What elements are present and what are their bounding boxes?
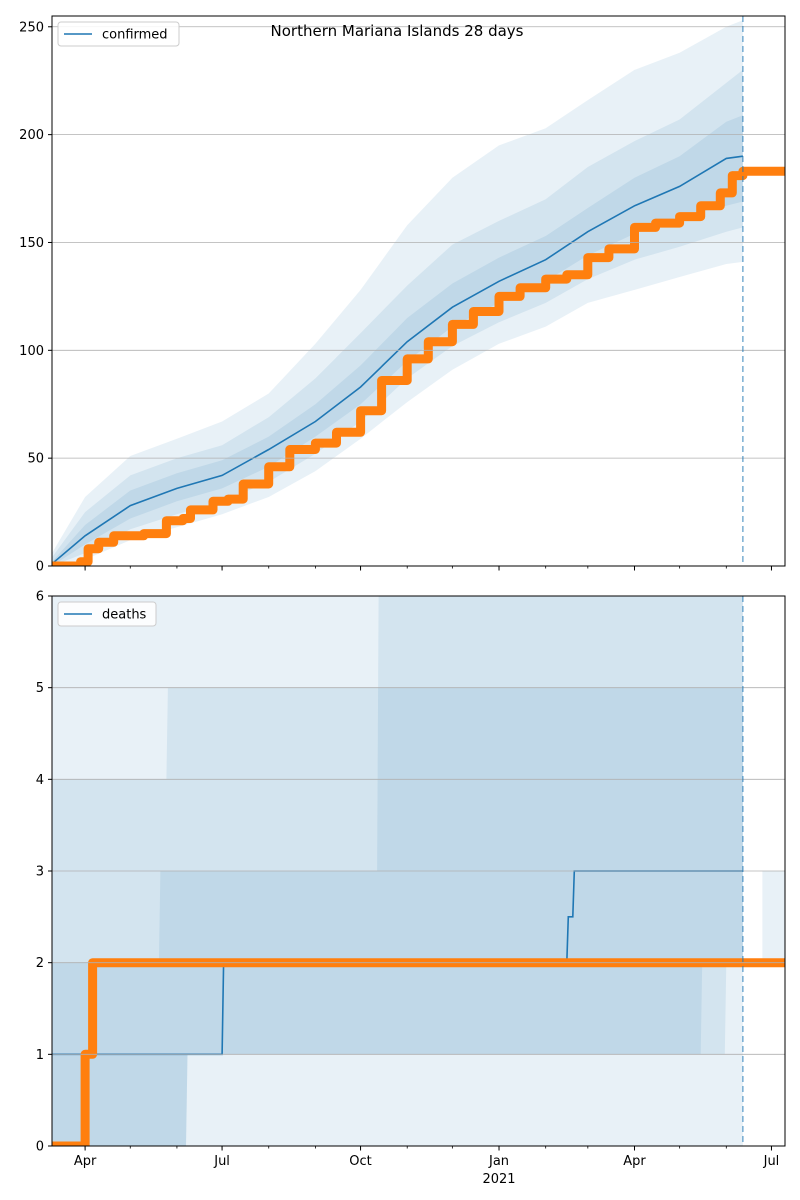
uncertainty-band-1 xyxy=(52,20,743,566)
legend: confirmed xyxy=(57,21,180,47)
uncertainty-band-3 xyxy=(52,115,743,566)
y-tick-label: 250 xyxy=(19,20,44,35)
x-tick-label: Oct xyxy=(349,1154,371,1169)
plot-area xyxy=(52,596,785,1146)
x-tick-label: Jan xyxy=(488,1154,509,1169)
y-tick-label: 150 xyxy=(19,236,44,251)
x-tick-label: Jul xyxy=(213,1154,230,1169)
legend-box xyxy=(57,21,180,47)
legend: deaths xyxy=(57,601,157,627)
legend-label: deaths xyxy=(102,608,147,623)
uncertainty-band-4 xyxy=(762,871,785,963)
uncertainty-band-2 xyxy=(52,69,743,566)
series-line-confirmed xyxy=(52,155,744,565)
deaths-panel: 0 1 2 3 4 5 6 Apr Jul Oct Jan Apr Jul 2021 deaths xyxy=(36,590,786,1187)
x-tick-label: Apr xyxy=(623,1154,646,1169)
uncertainty-band-2 xyxy=(52,687,743,1146)
x-tick-label: Jul xyxy=(763,1154,780,1169)
y-tick-label: 0 xyxy=(36,560,44,575)
x-year-label: 2021 xyxy=(482,1172,515,1187)
chart-title: Northern Mariana Islands 28 days xyxy=(271,22,524,40)
y-tick-label: 6 xyxy=(36,590,44,605)
y-tick-label: 1 xyxy=(36,1048,44,1063)
y-tick-label: 3 xyxy=(36,865,44,880)
legend-box xyxy=(57,601,157,627)
y-tick-label: 200 xyxy=(19,128,44,143)
observed-points xyxy=(52,166,785,566)
confirmed-panel: 0 50 100 150 200 250 Northern Mariana Islands … xyxy=(19,15,786,575)
axes-frame xyxy=(51,15,786,567)
plot-area xyxy=(52,20,785,566)
x-tick-label: Apr xyxy=(74,1154,97,1169)
y-tick-label: 2 xyxy=(36,956,44,971)
legend-label: confirmed xyxy=(102,28,168,43)
y-tick-label: 50 xyxy=(27,452,44,467)
y-tick-label: 5 xyxy=(36,681,44,696)
y-tick-label: 100 xyxy=(19,344,44,359)
series-line-deaths xyxy=(52,870,743,1056)
y-tick-label: 0 xyxy=(36,1140,44,1155)
y-tick-label: 4 xyxy=(36,773,44,788)
